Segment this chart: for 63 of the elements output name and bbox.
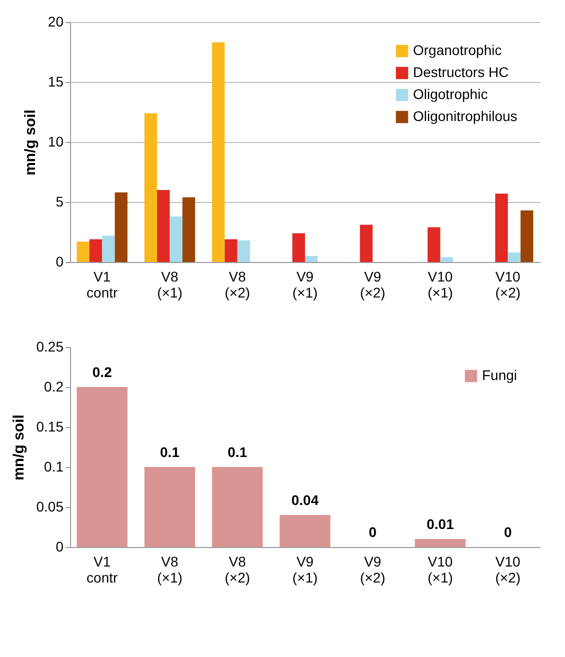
bar — [144, 113, 158, 262]
legend-label: Destructors HC — [413, 64, 509, 80]
legend-label: Oligonitrophilous — [413, 108, 518, 124]
bar — [280, 515, 330, 547]
bar — [76, 242, 90, 262]
x-tick-label: V8 (×1) — [157, 554, 182, 586]
y-tick-label: 0.05 — [36, 498, 64, 514]
y-tick-label: 5 — [56, 194, 64, 210]
x-tick-label: V1 contr — [86, 554, 118, 586]
y-tick-label: 10 — [48, 134, 64, 150]
bar — [224, 239, 238, 262]
data-label: 0.04 — [291, 492, 319, 508]
bar — [182, 197, 196, 262]
x-tick-label: V9 (×1) — [292, 554, 318, 586]
bar — [428, 227, 440, 262]
x-tick-label: V9 (×2) — [360, 554, 386, 586]
bar — [520, 210, 534, 262]
legend-label: Fungi — [482, 367, 518, 383]
y-tick-label: 0 — [56, 254, 64, 270]
bar — [292, 233, 305, 262]
bar — [102, 236, 115, 262]
bar — [237, 240, 250, 262]
y-tick-label: 15 — [48, 74, 64, 90]
bar — [495, 194, 508, 262]
bar — [508, 252, 521, 262]
legend-label: Organotrophic — [413, 42, 502, 58]
bar — [360, 224, 373, 262]
bar — [114, 192, 128, 262]
data-label: 0 — [504, 524, 512, 540]
bar — [305, 256, 318, 262]
bar — [144, 467, 196, 547]
x-tick-label: V10 (×2) — [495, 554, 521, 586]
bar — [212, 42, 225, 262]
y-tick-label: 0 — [56, 538, 64, 554]
x-tick-label: V9 (×2) — [360, 268, 386, 300]
data-label: 0.01 — [426, 516, 454, 532]
y-axis-title: mn/g soil — [22, 110, 39, 176]
bar — [212, 467, 263, 547]
x-tick-label: V10 (×2) — [495, 268, 521, 300]
data-label: 0.1 — [228, 444, 248, 460]
x-tick-label: V9 (×1) — [292, 268, 318, 300]
x-tick-label: V8 (×2) — [224, 554, 250, 586]
y-tick-label: 0.25 — [36, 338, 64, 354]
y-tick-label: 20 — [48, 14, 64, 30]
x-tick-label: V8 (×1) — [157, 268, 182, 300]
x-tick-label: V8 (×2) — [224, 268, 250, 300]
data-label: 0.2 — [92, 364, 112, 380]
bar — [76, 387, 128, 547]
y-axis-title: mn/g soil — [10, 414, 28, 480]
bar — [414, 539, 466, 547]
bar — [89, 239, 102, 262]
data-label: 0 — [368, 524, 377, 540]
x-tick-label: V10 (×1) — [428, 554, 453, 586]
y-tick-label: 0.15 — [36, 418, 64, 434]
x-tick-label: V10 (×1) — [428, 268, 453, 300]
bar — [170, 216, 182, 262]
bar — [440, 257, 453, 262]
y-tick-label: 0.2 — [44, 378, 64, 394]
data-label: 0.1 — [160, 444, 180, 460]
x-tick-label: V1 contr — [86, 268, 118, 300]
bar — [157, 190, 170, 262]
legend-label: Oligotrophic — [413, 86, 488, 102]
y-tick-label: 0.1 — [44, 458, 64, 474]
